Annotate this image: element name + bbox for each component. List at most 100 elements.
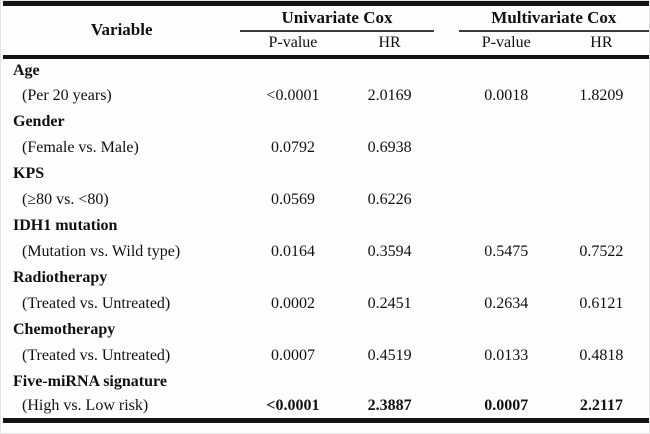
header-uni-pvalue: P-value	[240, 30, 346, 59]
multi-pvalue-cell	[459, 265, 554, 291]
variable-cell: KPS	[13, 164, 45, 182]
gap-cell	[434, 109, 459, 135]
variable-cell: (Mutation vs. Wild type)	[22, 242, 181, 260]
uni-hr-cell	[346, 369, 434, 395]
table-body: Age (Per 20 years) <0.0001 2.0169 0.0018…	[3, 57, 649, 421]
header-multi-hr: HR	[553, 30, 649, 59]
uni-hr-cell: 0.2451	[367, 294, 412, 312]
uni-hr-cell	[346, 213, 434, 239]
multi-hr-cell	[554, 369, 649, 395]
multi-pvalue-cell	[459, 135, 554, 161]
multi-pvalue-cell	[459, 109, 554, 135]
uni-pvalue-cell: 0.0002	[270, 294, 315, 312]
multi-hr-cell	[554, 187, 649, 213]
variable-cell: Age	[13, 61, 40, 79]
multi-pvalue-cell: 0.0018	[484, 86, 529, 104]
multi-hr-cell	[554, 213, 649, 239]
variable-cell: (Treated vs. Untreated)	[22, 294, 171, 312]
multi-pvalue-cell: 0.2634	[484, 294, 529, 312]
multi-hr-cell: 1.8209	[579, 86, 624, 104]
multi-pvalue-cell: 0.0007	[484, 397, 529, 415]
multi-hr-cell	[554, 57, 649, 83]
gap-cell	[434, 135, 459, 161]
uni-hr-cell	[346, 109, 434, 135]
header-multi-pvalue: P-value	[458, 30, 554, 59]
table-row: IDH1 mutation	[3, 213, 649, 239]
gap-cell	[434, 239, 459, 265]
multi-pvalue-cell	[459, 213, 554, 239]
uni-hr-cell	[346, 57, 434, 83]
multi-pvalue-cell	[459, 369, 554, 395]
gap-cell	[434, 265, 459, 291]
header-multivariate-cox: Multivariate Cox	[458, 3, 649, 32]
uni-hr-cell: 0.6226	[367, 190, 412, 208]
multi-hr-cell: 0.6121	[579, 294, 624, 312]
gap-cell	[434, 343, 459, 369]
multi-hr-cell	[554, 109, 649, 135]
multi-hr-cell	[554, 135, 649, 161]
table-row: KPS	[3, 161, 649, 187]
uni-pvalue-cell: 0.0569	[270, 190, 315, 208]
uni-hr-cell: 2.3887	[367, 397, 412, 415]
multi-pvalue-cell	[459, 57, 554, 83]
table-row: Radiotherapy	[3, 265, 649, 291]
table-row: (≥80 vs. <80) 0.0569 0.6226	[3, 187, 649, 213]
multi-pvalue-cell	[459, 187, 554, 213]
header-gap	[433, 30, 459, 59]
uni-pvalue-cell	[240, 109, 345, 135]
uni-pvalue-cell: 0.0007	[270, 346, 315, 364]
gap-cell	[434, 317, 459, 343]
multi-pvalue-cell	[459, 317, 554, 343]
multi-hr-cell: 2.2117	[579, 397, 623, 415]
variable-cell: IDH1 mutation	[13, 216, 118, 234]
uni-hr-cell: 2.0169	[367, 86, 412, 104]
table-row: (Treated vs. Untreated) 0.0007 0.4519 0.…	[3, 343, 649, 369]
variable-cell: Five-miRNA signature	[13, 372, 167, 390]
variable-cell: (Per 20 years)	[22, 86, 112, 104]
table-row: (Treated vs. Untreated) 0.0002 0.2451 0.…	[3, 291, 649, 317]
uni-hr-cell: 0.6938	[367, 138, 412, 156]
uni-pvalue-cell	[240, 57, 345, 83]
table-header: Variable Univariate Cox Multivariate Cox…	[3, 3, 649, 59]
table-row: (Mutation vs. Wild type) 0.0164 0.3594 0…	[3, 239, 649, 265]
variable-cell: Radiotherapy	[13, 268, 108, 286]
gap-cell	[434, 187, 459, 213]
table-row: Chemotherapy	[3, 317, 649, 343]
variable-cell: (Treated vs. Untreated)	[22, 346, 171, 364]
table-row: (Per 20 years) <0.0001 2.0169 0.0018 1.8…	[3, 83, 649, 109]
uni-hr-cell	[346, 317, 434, 343]
uni-pvalue-cell: 0.0792	[270, 138, 315, 156]
gap-cell	[434, 369, 459, 395]
multi-hr-cell	[554, 161, 649, 187]
uni-hr-cell	[346, 265, 434, 291]
header-columns-row: P-value HR P-value HR	[3, 30, 649, 59]
multi-pvalue-cell: 0.5475	[484, 242, 529, 260]
multi-pvalue-cell	[459, 161, 554, 187]
variable-cell: (Female vs. Male)	[22, 138, 139, 156]
uni-pvalue-cell	[240, 265, 345, 291]
gap-cell	[434, 213, 459, 239]
gap-cell	[434, 83, 459, 109]
uni-hr-cell: 0.3594	[367, 242, 412, 260]
variable-cell: (High vs. Low risk)	[22, 397, 149, 415]
multi-hr-cell	[554, 317, 649, 343]
header-variable: Variable	[3, 3, 241, 59]
multi-hr-cell	[554, 265, 649, 291]
gap-cell	[434, 395, 459, 421]
variable-cell: (≥80 vs. <80)	[22, 190, 109, 208]
uni-pvalue-cell	[240, 369, 345, 395]
table-row: (High vs. Low risk) <0.0001 2.3887 0.000…	[3, 395, 649, 421]
multi-hr-cell: 0.4818	[579, 346, 624, 364]
variable-cell: Gender	[13, 112, 65, 130]
uni-pvalue-cell	[240, 317, 345, 343]
gap-cell	[434, 161, 459, 187]
header-group-row: Variable Univariate Cox Multivariate Cox	[3, 3, 649, 59]
uni-pvalue-cell	[240, 213, 345, 239]
table-row: Age	[3, 57, 649, 83]
multi-hr-cell: 0.7522	[579, 242, 624, 260]
gap-cell	[434, 57, 459, 83]
uni-pvalue-cell: <0.0001	[266, 397, 320, 415]
gap-cell	[434, 291, 459, 317]
header-gap	[434, 4, 459, 31]
